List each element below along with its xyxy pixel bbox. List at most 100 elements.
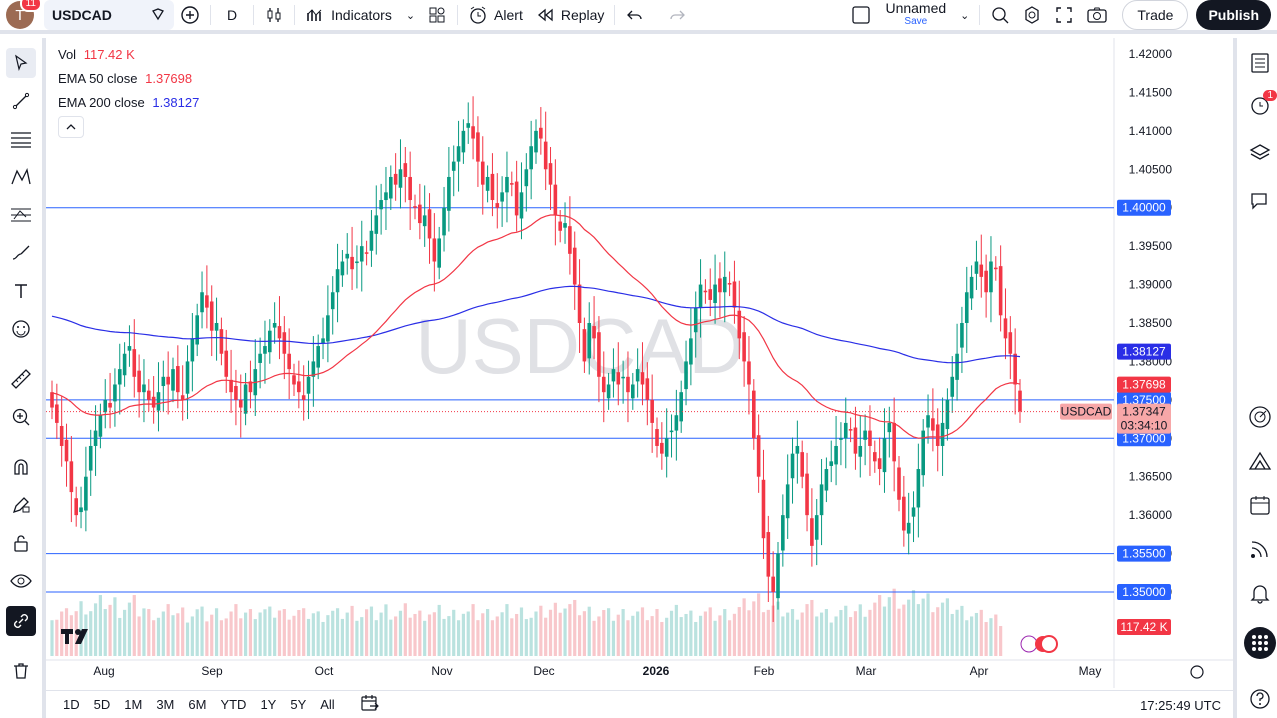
candle-body	[69, 461, 74, 493]
quick-search-button[interactable]	[984, 0, 1016, 30]
symbol-search[interactable]: USDCAD	[44, 0, 174, 30]
chart-pane[interactable]: USDCAD 1.42000 1.41500 1.41000 1.40500 1.4000…	[46, 38, 1233, 688]
volume-bar	[887, 597, 891, 656]
ema200-legend[interactable]: EMA 200 close 1.38127	[58, 95, 199, 110]
interval-button[interactable]: D	[227, 7, 238, 23]
volume-bar	[844, 605, 848, 656]
volume-bar	[495, 616, 499, 656]
snapshot-button[interactable]	[1080, 0, 1114, 30]
candle-body	[979, 264, 984, 277]
pine-button[interactable]	[1243, 444, 1277, 478]
candle-body	[994, 267, 998, 270]
alerts-button[interactable]: 1	[1243, 88, 1277, 122]
price-level-label: 1.37500	[1122, 393, 1166, 407]
range-3m[interactable]: 3M	[156, 697, 175, 712]
sync-drawings-tool[interactable]	[6, 606, 36, 636]
tradingview-logo[interactable]	[60, 626, 94, 649]
range-5d[interactable]: 5D	[93, 697, 111, 712]
chevron-down-icon[interactable]: ⌄	[960, 9, 970, 22]
candle-body	[621, 376, 625, 379]
price-level-badge	[1117, 199, 1171, 216]
calendar-button[interactable]	[1243, 488, 1277, 522]
notifications-button[interactable]	[1243, 576, 1277, 610]
trend-line-tool[interactable]	[6, 86, 36, 116]
trade-button[interactable]: Trade	[1122, 0, 1189, 30]
candle-body	[234, 386, 238, 400]
object-tree-button[interactable]	[1243, 136, 1277, 170]
alerts-count: 1	[1263, 90, 1277, 101]
range-1d[interactable]: 1D	[63, 697, 80, 712]
layout-save[interactable]: Save	[904, 16, 928, 27]
volume-legend[interactable]: Vol 117.42 K	[58, 47, 135, 62]
news-stream-button[interactable]	[1243, 532, 1277, 566]
candle-body	[190, 338, 195, 362]
candle-body	[301, 395, 306, 400]
measure-tool[interactable]	[6, 364, 36, 394]
watchlist-button[interactable]	[1243, 46, 1277, 80]
range-ytd[interactable]: YTD	[220, 697, 247, 712]
symbol-options-icon[interactable]	[150, 6, 166, 25]
candle-body	[161, 376, 166, 387]
candle-body	[848, 429, 853, 431]
emoji-tool[interactable]	[6, 314, 36, 344]
candle-body	[727, 283, 732, 285]
publish-button[interactable]: Publish	[1196, 0, 1271, 30]
fullscreen-button[interactable]	[1048, 0, 1080, 30]
volume-bar	[432, 612, 436, 656]
projection-tool[interactable]	[6, 200, 36, 230]
layout-select[interactable]: Unnamed Save ⌄	[845, 0, 975, 30]
volume-bar	[79, 601, 83, 656]
stay-drawing-tool[interactable]	[6, 490, 36, 520]
range-6m[interactable]: 6M	[188, 697, 207, 712]
user-avatar[interactable]: T 11	[6, 0, 42, 29]
replay-button[interactable]: Replay	[529, 0, 611, 30]
volume-bar	[510, 618, 514, 656]
cursor-tool[interactable]	[6, 48, 36, 78]
candle-body	[330, 292, 335, 310]
indicators-button[interactable]: Indicators ⌄	[299, 0, 421, 30]
chevron-down-icon[interactable]: ⌄	[405, 9, 416, 22]
range-1y[interactable]: 1Y	[260, 697, 277, 712]
volume-bar	[132, 595, 136, 656]
price-level-label: 1.35500	[1122, 547, 1166, 561]
ema50-legend[interactable]: EMA 50 close 1.37698	[58, 71, 192, 86]
layout-name-block[interactable]: Unnamed Save	[885, 1, 946, 28]
undo-button[interactable]	[619, 0, 651, 30]
alert-button[interactable]: Alert	[462, 0, 529, 30]
fib-tool[interactable]	[6, 124, 36, 154]
candle-body	[906, 522, 911, 534]
pattern-tool[interactable]	[6, 162, 36, 192]
range-all[interactable]: All	[320, 697, 335, 712]
pencil-lock-icon	[12, 497, 30, 514]
text-tool[interactable]	[6, 276, 36, 306]
range-1m[interactable]: 1M	[124, 697, 143, 712]
magnet-tool[interactable]	[6, 452, 36, 482]
legend-collapse-button[interactable]	[58, 116, 84, 138]
smiley-icon	[12, 320, 30, 338]
layers-icon	[1249, 144, 1271, 160]
volume-bar	[248, 609, 253, 656]
apps-button[interactable]	[1243, 626, 1277, 660]
range-5y[interactable]: 5Y	[290, 697, 307, 712]
price-chart[interactable]: USDCAD 1.42000 1.41500 1.41000 1.40500 1.4000…	[46, 38, 1233, 688]
candle-body	[713, 284, 717, 304]
brush-tool[interactable]	[6, 238, 36, 268]
ideas-button[interactable]	[1243, 400, 1277, 434]
remove-drawings-tool[interactable]	[6, 656, 36, 686]
settings-button[interactable]	[1016, 0, 1048, 30]
candle-body	[935, 424, 940, 446]
volume-bar	[108, 604, 112, 656]
hide-drawings-tool[interactable]	[6, 566, 36, 596]
templates-button[interactable]	[421, 0, 453, 30]
clock[interactable]: 17:25:49 UTC	[1140, 698, 1221, 713]
redo-button[interactable]	[661, 0, 693, 30]
help-button[interactable]	[1243, 682, 1277, 716]
volume-bar	[708, 607, 712, 656]
goto-date-button[interactable]	[360, 693, 380, 716]
chart-type-button[interactable]	[258, 0, 290, 30]
add-symbol-button[interactable]	[174, 0, 206, 30]
chats-button[interactable]	[1243, 184, 1277, 218]
lock-drawings-tool[interactable]	[6, 528, 36, 558]
zoom-tool[interactable]	[6, 402, 36, 432]
ema200-line	[51, 285, 1021, 364]
